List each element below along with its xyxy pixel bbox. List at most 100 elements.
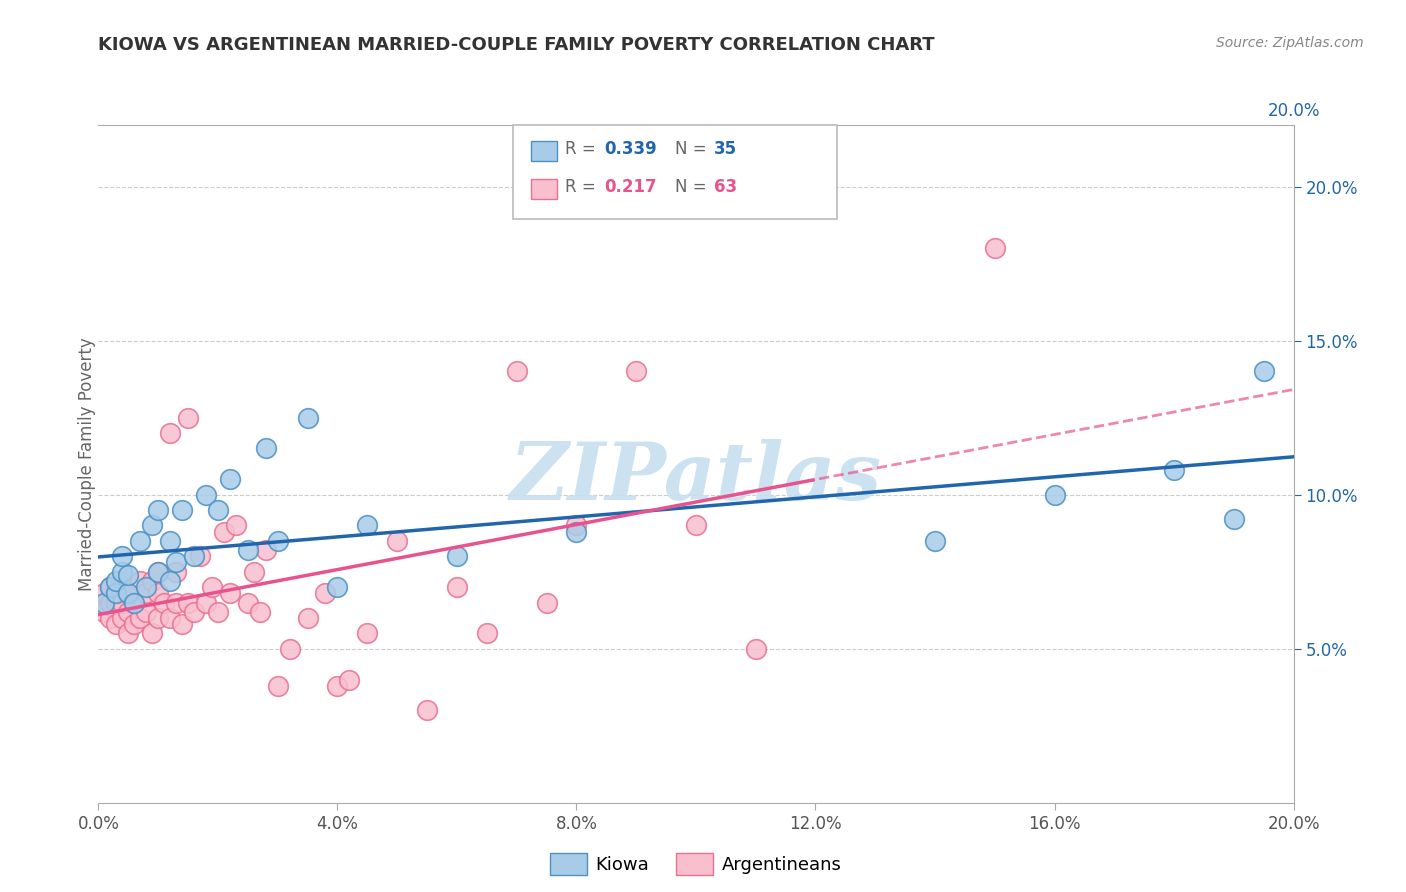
Point — [159, 611, 181, 625]
Text: 63: 63 — [714, 178, 737, 196]
Point — [111, 611, 134, 625]
Point — [195, 488, 218, 502]
Text: Source: ZipAtlas.com: Source: ZipAtlas.com — [1216, 36, 1364, 50]
Point — [129, 611, 152, 625]
Text: R =: R = — [565, 140, 596, 158]
Point — [153, 595, 176, 609]
Point — [475, 626, 498, 640]
Point — [626, 364, 648, 378]
Point — [124, 595, 146, 609]
Point — [356, 626, 378, 640]
Point — [177, 410, 200, 425]
Point — [924, 533, 946, 548]
Text: 35: 35 — [714, 140, 737, 158]
Point — [124, 617, 146, 632]
Point — [416, 703, 439, 717]
Point — [124, 595, 146, 609]
Point — [117, 586, 139, 600]
Point — [100, 580, 122, 594]
Text: 0.217: 0.217 — [605, 178, 657, 196]
Point — [172, 617, 194, 632]
Point — [111, 565, 134, 579]
Point — [165, 595, 187, 609]
Point — [326, 679, 349, 693]
Point — [129, 533, 152, 548]
Point — [141, 574, 163, 588]
Point — [254, 543, 277, 558]
Point — [1043, 488, 1066, 502]
Point — [148, 565, 170, 579]
Point — [129, 574, 152, 588]
Point — [267, 679, 290, 693]
Point — [177, 595, 200, 609]
Point — [278, 641, 301, 656]
Point — [159, 574, 181, 588]
Point — [219, 472, 242, 486]
Point — [254, 442, 277, 456]
Point — [195, 595, 218, 609]
Point — [1253, 364, 1275, 378]
Point — [212, 524, 235, 539]
Point — [105, 586, 128, 600]
Text: ZIPatlas: ZIPatlas — [510, 439, 882, 516]
Point — [135, 605, 157, 619]
Y-axis label: Married-Couple Family Poverty: Married-Couple Family Poverty — [79, 337, 96, 591]
Point — [93, 595, 115, 609]
Point — [135, 586, 157, 600]
Point — [219, 586, 242, 600]
Point — [100, 580, 122, 594]
Point — [315, 586, 337, 600]
Point — [141, 518, 163, 533]
Point — [172, 503, 194, 517]
Point — [685, 518, 707, 533]
Point — [165, 565, 187, 579]
Text: N =: N = — [675, 178, 706, 196]
Point — [207, 605, 229, 619]
Point — [117, 626, 139, 640]
Point — [297, 410, 319, 425]
Point — [225, 518, 247, 533]
Point — [111, 595, 134, 609]
Point — [243, 565, 266, 579]
Point — [148, 565, 170, 579]
Point — [111, 549, 134, 564]
Point — [93, 605, 115, 619]
Point — [100, 595, 122, 609]
Point — [159, 533, 181, 548]
Point — [148, 503, 170, 517]
Point — [117, 605, 139, 619]
Point — [201, 580, 224, 594]
Text: R =: R = — [565, 178, 596, 196]
Point — [506, 364, 529, 378]
Point — [236, 595, 259, 609]
Point — [984, 241, 1007, 255]
Point — [117, 567, 139, 582]
Point — [183, 605, 205, 619]
Point — [446, 580, 468, 594]
Point — [1163, 463, 1185, 477]
Point — [188, 549, 211, 564]
Point — [105, 595, 128, 609]
Point — [105, 574, 128, 588]
Point — [117, 586, 139, 600]
Point — [105, 617, 128, 632]
Point — [183, 549, 205, 564]
Point — [745, 641, 768, 656]
Point — [148, 586, 170, 600]
Point — [356, 518, 378, 533]
Point — [385, 533, 409, 548]
Point — [339, 673, 360, 687]
Point — [446, 549, 468, 564]
Point — [111, 580, 134, 594]
Point — [93, 586, 115, 600]
Point — [565, 518, 588, 533]
Text: 0.339: 0.339 — [605, 140, 658, 158]
Text: N =: N = — [675, 140, 706, 158]
Point — [100, 611, 122, 625]
Point — [207, 503, 229, 517]
Text: KIOWA VS ARGENTINEAN MARRIED-COUPLE FAMILY POVERTY CORRELATION CHART: KIOWA VS ARGENTINEAN MARRIED-COUPLE FAMI… — [98, 36, 935, 54]
Point — [148, 611, 170, 625]
Legend: Kiowa, Argentineans: Kiowa, Argentineans — [543, 846, 849, 882]
Point — [249, 605, 271, 619]
Point — [297, 611, 319, 625]
